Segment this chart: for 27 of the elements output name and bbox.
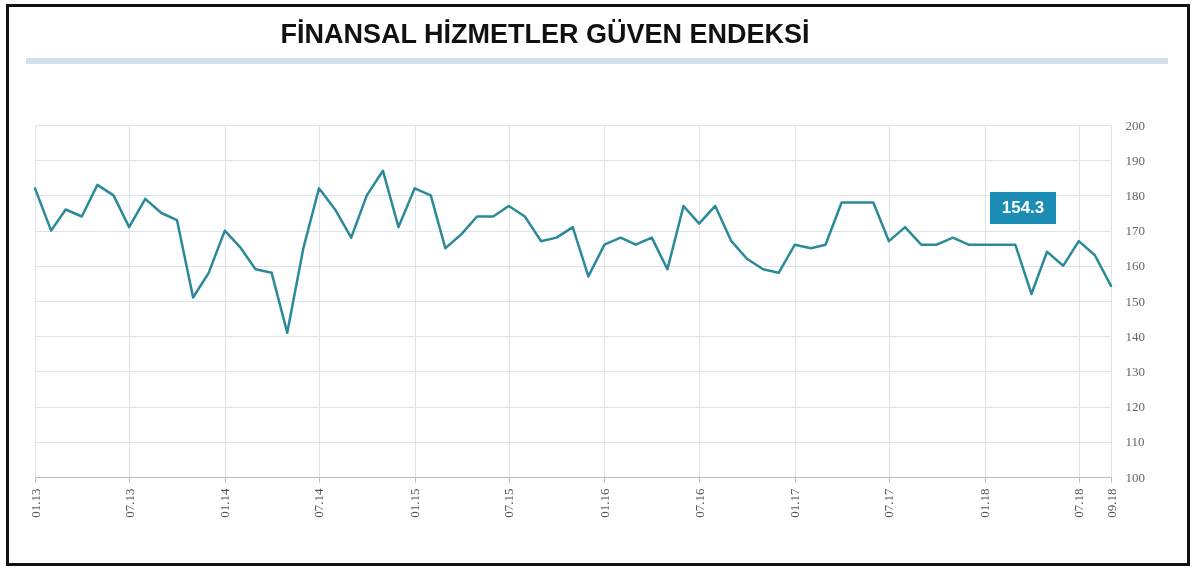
- x-tick-label: 01.14: [217, 488, 233, 518]
- y-tick-label: 180: [1125, 187, 1145, 203]
- y-tick-label: 190: [1125, 152, 1145, 168]
- x-tick-label: 07.16: [691, 488, 707, 518]
- y-tick-label: 150: [1125, 293, 1145, 309]
- y-tick-label: 130: [1125, 363, 1145, 379]
- x-tick-label: 01.18: [977, 488, 993, 518]
- x-tick-label: 07.18: [1071, 488, 1087, 518]
- x-tick-label: 07.15: [501, 488, 517, 518]
- y-tick-label: 100: [1125, 469, 1145, 485]
- x-tick-label: 01.16: [596, 488, 612, 518]
- y-tick-label: 200: [1125, 117, 1145, 133]
- y-tick-label: 170: [1125, 223, 1145, 239]
- x-tick-label: 09.18: [1103, 488, 1119, 518]
- y-tick-label: 140: [1125, 328, 1145, 344]
- x-tick-label: 01.13: [27, 488, 43, 518]
- line-series: [33, 169, 1113, 334]
- x-tick-label: 07.14: [311, 488, 327, 518]
- y-tick-label: 110: [1125, 434, 1145, 450]
- x-tick-label: 07.17: [881, 488, 897, 518]
- chart-title: FİNANSAL HİZMETLER GÜVEN ENDEKSİ: [280, 19, 810, 49]
- x-tick-label: 07.13: [121, 488, 137, 518]
- x-tick-label: 01.17: [787, 488, 803, 518]
- x-tick-label: 01.15: [407, 488, 423, 518]
- annotation: 154.3: [1001, 198, 1045, 217]
- y-tick-label: 120: [1125, 399, 1145, 415]
- y-tick-label: 160: [1125, 258, 1145, 274]
